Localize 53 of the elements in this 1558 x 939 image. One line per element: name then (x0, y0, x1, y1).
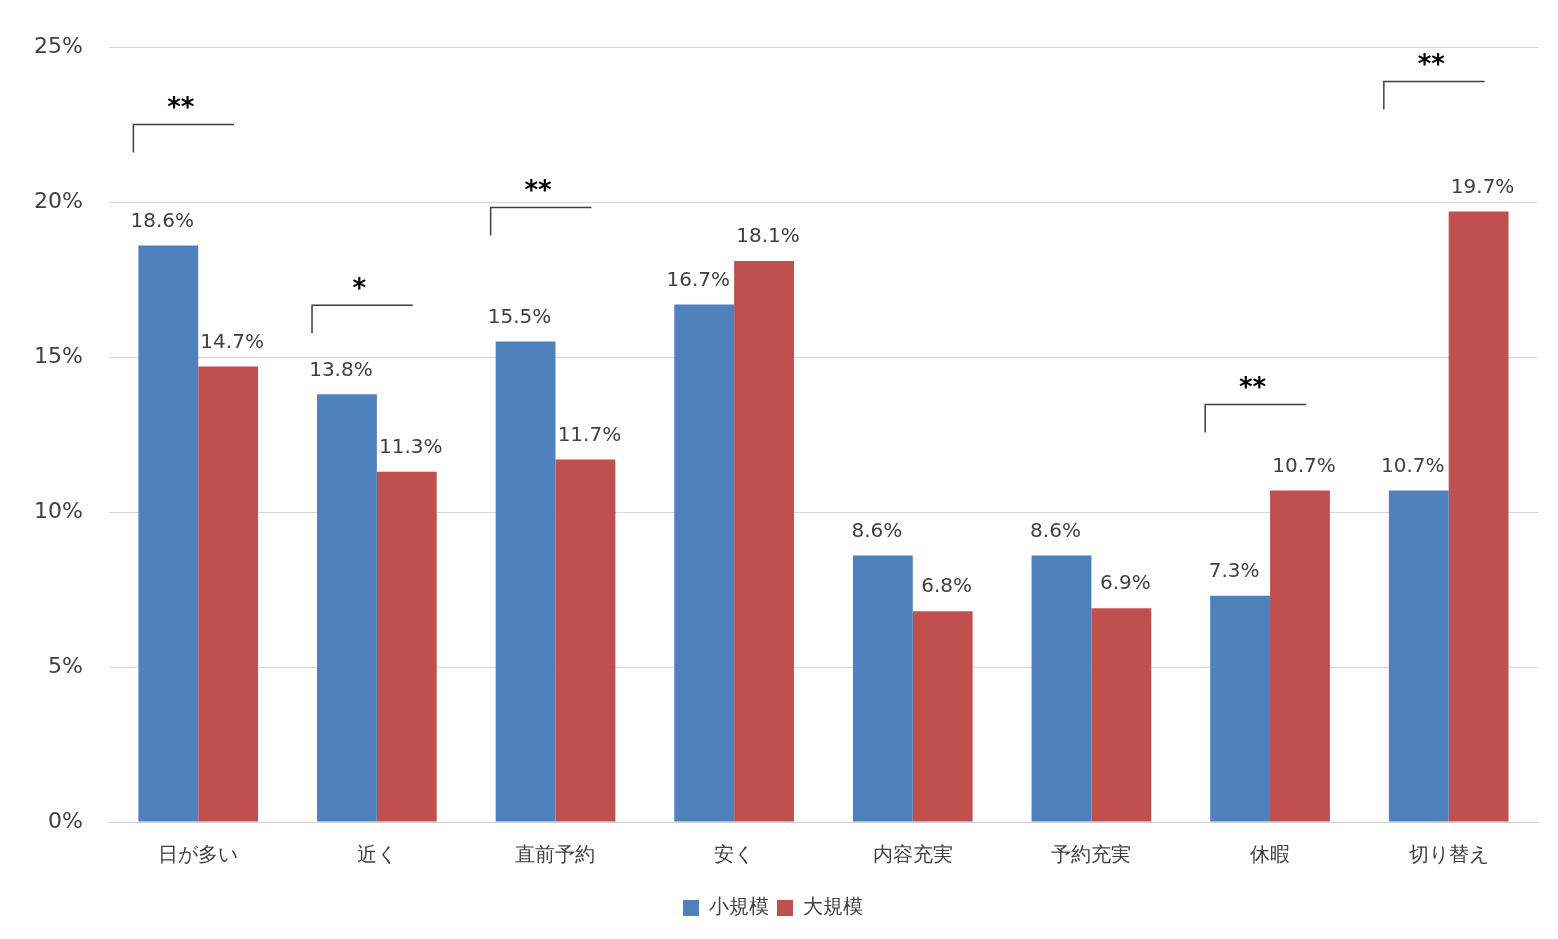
x-tick-label: 直前予約 (515, 842, 596, 867)
bar (1388, 490, 1449, 822)
x-tick-label: 予約充実 (1051, 842, 1132, 867)
annotation: ** (524, 175, 553, 206)
data-label: 10.7% (1380, 452, 1445, 477)
bar (555, 459, 616, 822)
data-label: 8.6% (851, 517, 903, 542)
bar (1448, 211, 1509, 822)
bar (495, 341, 556, 822)
annotation: * (352, 273, 367, 304)
y-tick-label: 25% (33, 32, 83, 58)
x-tick-label: 日が多い (158, 842, 239, 867)
y-tick-label: 20% (33, 187, 83, 213)
y-tick-label: 10% (33, 497, 83, 523)
bar (317, 394, 377, 822)
bar (376, 471, 437, 822)
x-tick-label: 切り替え (1408, 842, 1489, 867)
data-label: 15.5% (487, 303, 552, 328)
x-tick-label: 近く (356, 842, 397, 867)
data-label: 11.7% (557, 421, 622, 446)
x-tick-label: 安く (714, 842, 755, 867)
bar (198, 366, 259, 822)
bar (734, 261, 794, 822)
bar (1031, 555, 1092, 822)
legend-label: 小規模 (709, 894, 769, 919)
bar (1210, 595, 1271, 822)
y-tick-label: 15% (33, 342, 83, 368)
annotation: ** (1417, 49, 1446, 80)
data-label: 16.7% (666, 266, 730, 291)
data-label: 8.6% (1030, 517, 1081, 542)
data-label: 18.6% (130, 207, 195, 232)
bar (674, 304, 735, 822)
bar (138, 245, 199, 822)
bar (1270, 490, 1330, 822)
data-label: 14.7% (200, 328, 264, 353)
data-label: 6.8% (921, 573, 973, 598)
y-tick-label: 5% (47, 652, 83, 678)
data-label: 18.1% (736, 223, 800, 248)
data-label: 19.7% (1450, 173, 1515, 198)
data-label: 10.7% (1272, 452, 1336, 477)
data-label: 7.3% (1208, 557, 1260, 582)
x-tick-label: 内容充実 (872, 842, 953, 867)
bar (912, 611, 973, 822)
annotation: ** (1238, 372, 1267, 403)
legend-label: 大規模 (803, 894, 863, 919)
bar (852, 555, 913, 822)
data-label: 6.9% (1099, 570, 1151, 595)
y-tick-label: 0% (47, 807, 83, 833)
annotation: ** (167, 92, 195, 123)
data-label: 11.3% (379, 433, 443, 458)
bar (1091, 608, 1152, 822)
data-label: 13.8% (309, 356, 373, 381)
x-tick-label: 休暇 (1250, 842, 1291, 867)
